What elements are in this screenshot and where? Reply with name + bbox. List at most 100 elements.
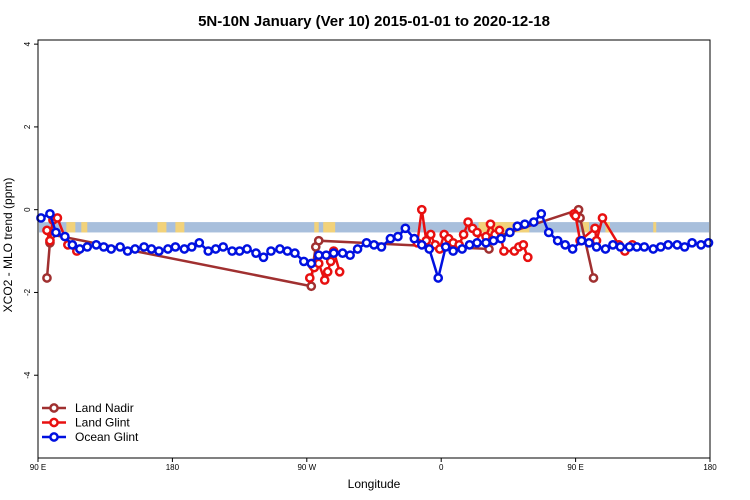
data-point (463, 217, 473, 227)
data-point (130, 244, 140, 254)
data-point (481, 237, 491, 248)
data-point (45, 235, 55, 246)
data-point (416, 204, 427, 215)
y-tick-label: 0 (23, 207, 32, 212)
land-segment-3 (157, 222, 167, 233)
data-point (251, 248, 261, 258)
data-point (91, 240, 102, 250)
data-point (608, 240, 618, 250)
data-point (519, 219, 530, 230)
data-point (60, 231, 70, 242)
data-point (485, 219, 496, 230)
data-point (385, 233, 396, 244)
data-point (218, 242, 229, 252)
data-point (36, 213, 46, 223)
data-point (122, 246, 133, 256)
data-point (433, 273, 444, 283)
data-point (186, 242, 197, 252)
data-point (655, 242, 666, 252)
land-segment-10 (653, 222, 657, 233)
data-point (163, 244, 173, 254)
data-point (194, 237, 205, 248)
data-point (179, 244, 190, 254)
y-tick-label: 2 (23, 124, 32, 129)
land-segment-8 (581, 222, 590, 233)
data-point (496, 233, 506, 244)
legend-marker (49, 403, 59, 413)
legend-label: Land Nadir (75, 401, 134, 415)
data-point (146, 244, 157, 254)
data-point (672, 240, 682, 250)
data-point (203, 246, 214, 256)
data-point (472, 237, 482, 248)
legend-marker (49, 432, 59, 442)
series-ocean-glint (36, 208, 714, 283)
data-point (400, 223, 411, 234)
data-point (696, 240, 706, 250)
data-point (42, 273, 52, 283)
data-point (425, 229, 436, 240)
legend-label: Land Glint (75, 416, 130, 430)
data-point (115, 242, 125, 252)
land-segment-6 (323, 222, 336, 233)
data-point (440, 242, 451, 252)
data-point (67, 240, 78, 250)
data-point (266, 246, 276, 256)
data-point (663, 240, 674, 250)
land-segment-5 (314, 222, 319, 233)
data-point (376, 242, 387, 252)
data-point (139, 242, 149, 252)
data-point (679, 242, 690, 252)
data-point (505, 227, 515, 238)
data-point (74, 244, 85, 254)
data-point (499, 246, 509, 256)
y-tick-label: -4 (23, 371, 32, 379)
data-point (590, 223, 600, 234)
data-point (321, 250, 332, 261)
data-point (472, 227, 482, 238)
x-tick-label: 180 (166, 463, 180, 472)
data-point (494, 225, 505, 236)
chart-title: 5N-10N January (Ver 10) 2015-01-01 to 20… (198, 13, 550, 30)
data-point (313, 250, 324, 261)
data-point (588, 273, 599, 283)
data-point (464, 240, 475, 250)
data-point (543, 227, 554, 238)
data-point (306, 258, 317, 269)
data-point (328, 248, 339, 258)
x-axis-title: Longitude (348, 477, 401, 491)
data-point (424, 244, 435, 254)
data-point (552, 235, 563, 246)
series-layer (36, 204, 714, 292)
data-point (313, 235, 324, 246)
data-point (615, 242, 626, 252)
data-point (488, 235, 499, 246)
data-point (352, 244, 363, 254)
data-point (345, 250, 355, 261)
data-point (409, 233, 420, 244)
data-point (597, 213, 608, 223)
data-point (518, 240, 529, 250)
data-point (337, 248, 348, 258)
data-point (458, 229, 469, 240)
data-point (416, 240, 427, 250)
data-point (631, 242, 642, 252)
data-point (306, 281, 317, 292)
data-point (210, 244, 221, 254)
y-tick-label: 4 (23, 41, 32, 46)
data-point (51, 227, 61, 238)
data-point (584, 237, 594, 248)
data-point (258, 252, 269, 263)
data-point (82, 242, 93, 252)
x-tick-label: 0 (439, 463, 444, 472)
data-point (242, 244, 252, 254)
series-land-glint (42, 204, 638, 285)
data-point (304, 273, 315, 283)
data-point (298, 256, 309, 267)
data-point (560, 240, 570, 250)
data-point (98, 242, 109, 252)
plot-frame (37, 39, 711, 459)
x-tick-label: 90 E (567, 463, 583, 472)
